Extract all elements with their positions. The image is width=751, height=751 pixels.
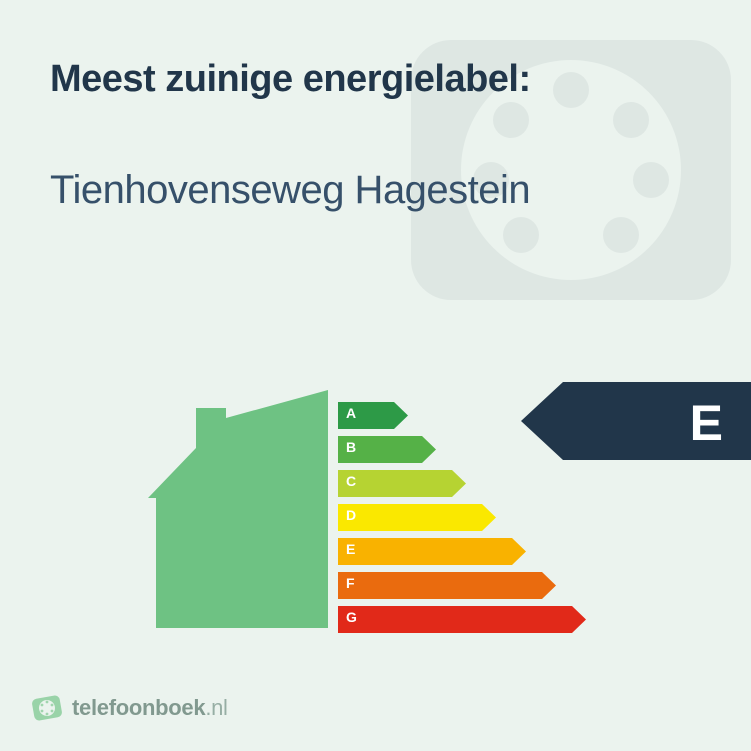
- energy-bar-shape: [338, 504, 496, 531]
- selected-label-letter: E: [690, 394, 723, 452]
- footer-brand: telefoonboek.nl: [72, 695, 228, 721]
- energy-bar-shape: [338, 538, 526, 565]
- energy-bar-label: C: [346, 473, 356, 489]
- house-icon: [148, 390, 328, 628]
- energy-bar-shape: [338, 470, 466, 497]
- footer: telefoonboek.nl: [32, 693, 228, 723]
- footer-brand-light: .nl: [205, 695, 227, 720]
- address-subtitle: Tienhovenseweg Hagestein: [50, 168, 530, 213]
- energy-bar-shape: [338, 606, 586, 633]
- house-path: [148, 390, 328, 628]
- energy-bar-label: B: [346, 439, 356, 455]
- energy-bar-label: E: [346, 541, 355, 557]
- footer-logo-icon: [32, 693, 62, 723]
- energy-bar-label: D: [346, 507, 356, 523]
- energy-bar-label: G: [346, 609, 357, 625]
- energy-bar-label: A: [346, 405, 356, 421]
- page-title: Meest zuinige energielabel:: [50, 58, 531, 101]
- footer-brand-bold: telefoonboek: [72, 695, 205, 720]
- energy-bar-label: F: [346, 575, 355, 591]
- energy-bar-shape: [338, 572, 556, 599]
